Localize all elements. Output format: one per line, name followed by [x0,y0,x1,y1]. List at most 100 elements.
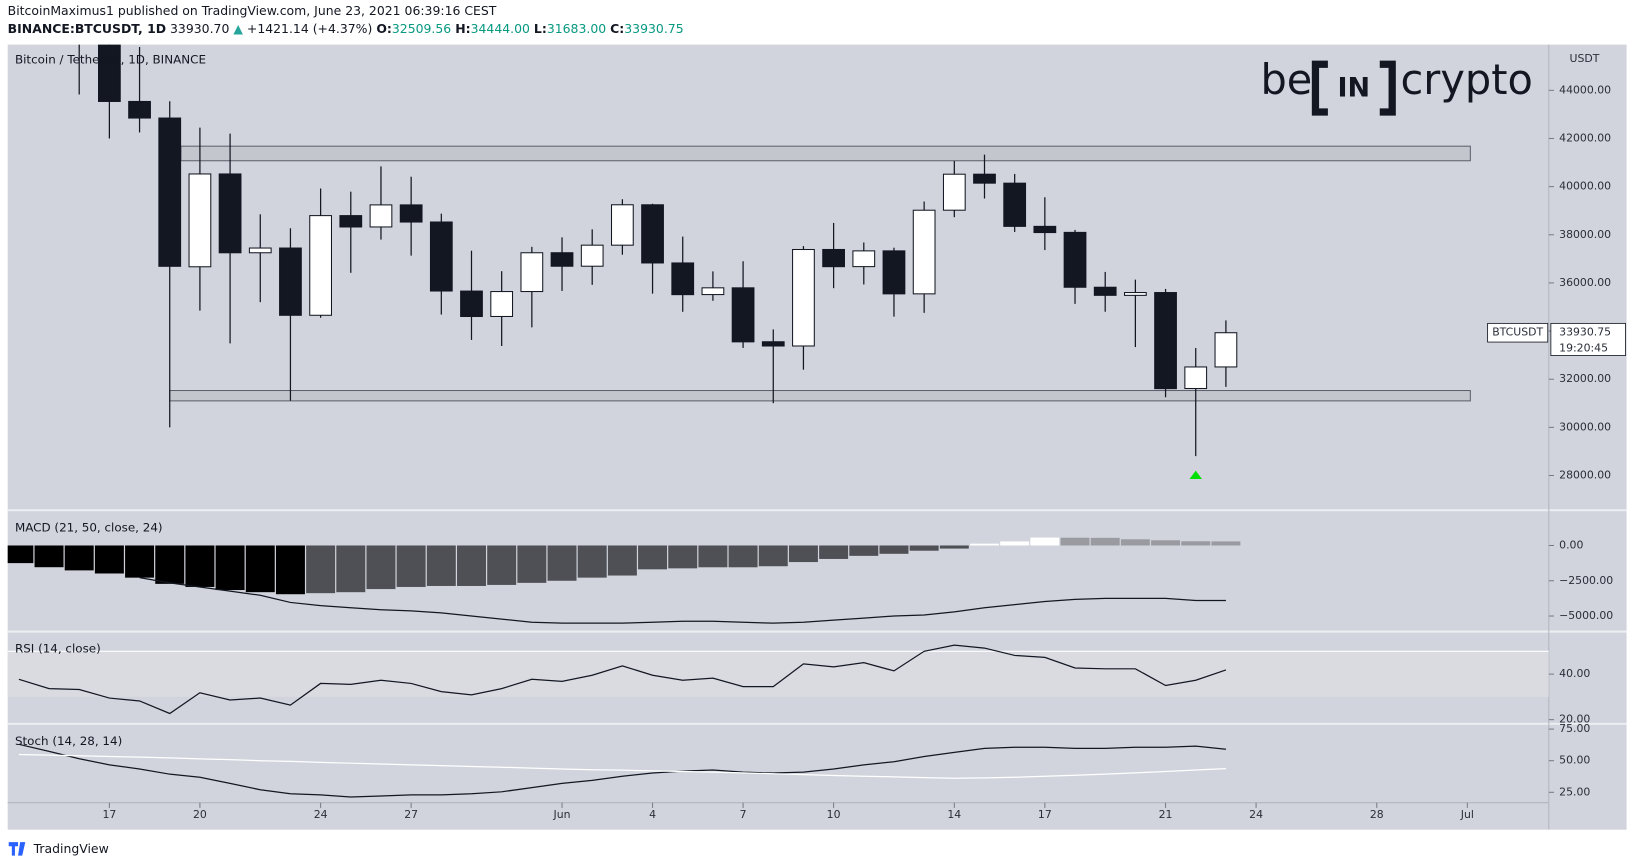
watermark-text: IN [1338,73,1371,104]
y-tick-label: −2500.00 [1559,574,1613,587]
y-tick-label: 30000.00 [1559,420,1611,433]
candle-body [822,248,845,268]
y-tick-label: 42000.00 [1559,131,1611,144]
macd-histogram-bar [849,545,879,556]
signal-marker [1189,470,1202,479]
candle-body [792,248,815,347]
macd-histogram-bar [215,545,245,591]
candle-body [641,204,664,264]
macd-histogram-bar [970,543,999,546]
watermark-text: crypto [1400,55,1532,104]
candle-body [248,247,272,254]
macd-histogram-bar [336,545,366,593]
y-tick-label: 25.00 [1559,785,1590,798]
candle-body [942,173,966,211]
macd-histogram-bar [638,545,668,570]
macd-histogram-bar [819,545,849,559]
y-tick-label: 75.00 [1559,722,1590,735]
last-price-box [1550,322,1626,356]
candle-body [912,209,936,295]
y-tick-label: 40000.00 [1559,180,1611,193]
candle-body [128,100,151,119]
candle-body [188,173,212,268]
macd-histogram-bar [668,545,698,569]
pane [7,537,1241,624]
pane-title: Stoch (14, 28, 14) [15,734,122,748]
pane [78,44,1471,457]
macd-histogram-bar [7,545,34,564]
macd-histogram-bar [607,545,637,576]
candle-body [1033,225,1057,234]
change: +1421.14 (+4.37%) [247,21,372,36]
macd-histogram-bar [788,545,818,563]
x-tick-label: 17 [1038,808,1052,821]
candle-body [973,173,996,184]
macd-histogram-bar [487,545,517,585]
y-tick-label: 38000.00 [1559,228,1611,241]
macd-histogram-bar [577,545,607,578]
chart-background [7,44,1627,830]
symbol: BINANCE:BTCUSDT, 1D [8,21,166,36]
candle-body [158,117,182,267]
macd-histogram-bar [64,545,94,571]
macd-histogram-bar [1211,541,1241,546]
y-tick-label: 36000.00 [1559,276,1611,289]
candle-body [1063,231,1087,288]
macd-histogram-bar [517,545,547,583]
symbol-box [1487,322,1549,343]
candle-body [309,215,332,316]
x-tick-label: 10 [827,808,841,821]
y-tick-label: 44000.00 [1559,83,1611,96]
pane-title: MACD (21, 50, close, 24) [15,520,163,534]
pane-title: Bitcoin / TetherUS, 1D, BINANCE [15,53,206,67]
candle-body [580,244,604,267]
candle-body [460,290,483,318]
band [7,651,1549,697]
footer-brand: TradingView [33,841,109,856]
zone [169,390,1471,402]
x-tick-label: 14 [947,808,961,821]
x-tick-label: 4 [649,808,656,821]
x-tick-label: 20 [193,808,207,821]
ohlc-label: C: [610,21,624,36]
macd-signal-line [139,577,1226,624]
macd-histogram-bar [1090,537,1120,546]
countdown: 19:20:45 [1559,341,1608,354]
macd-histogram-bar [909,545,939,551]
pane-title: RSI (14, close) [15,642,101,656]
candle-body [1184,366,1208,390]
ohlc-value: 32509.56 [392,21,451,36]
ohlc-label: H: [455,21,470,36]
x-tick-label: 21 [1159,808,1173,821]
candle-body [490,291,514,317]
ohlc-value: 33930.75 [624,21,683,36]
macd-histogram-bar [1000,541,1030,546]
macd-histogram-bar [939,545,969,549]
x-tick-label: Jul [1460,808,1474,821]
y-tick-label: 20.00 [1559,713,1590,726]
change-arrow: ▲ [233,21,243,36]
macd-histogram-bar [125,545,155,578]
y-tick-label: 28000.00 [1559,469,1611,482]
macd-histogram-bar [1181,541,1211,546]
candle-body [1214,332,1238,368]
candle-body [882,250,906,295]
ohlc-label: O: [376,21,392,36]
y-tick-label: 40.00 [1559,667,1590,680]
macd-histogram-bar [306,545,336,594]
candle-body [97,44,121,102]
macd-histogram-bar [245,545,275,593]
indicator-line [18,753,1226,779]
candle-body [218,173,242,254]
watermark-text: be [1260,55,1312,104]
candle-body [1123,292,1147,296]
ohlc-value: 34444.00 [471,21,530,36]
macd-histogram-bar [698,545,728,568]
candle-body [701,287,725,296]
ohlc-value: 31683.00 [547,21,606,36]
watermark: be IN crypto [1260,55,1533,116]
macd-histogram-bar [547,545,577,581]
macd-histogram-bar [94,545,124,574]
